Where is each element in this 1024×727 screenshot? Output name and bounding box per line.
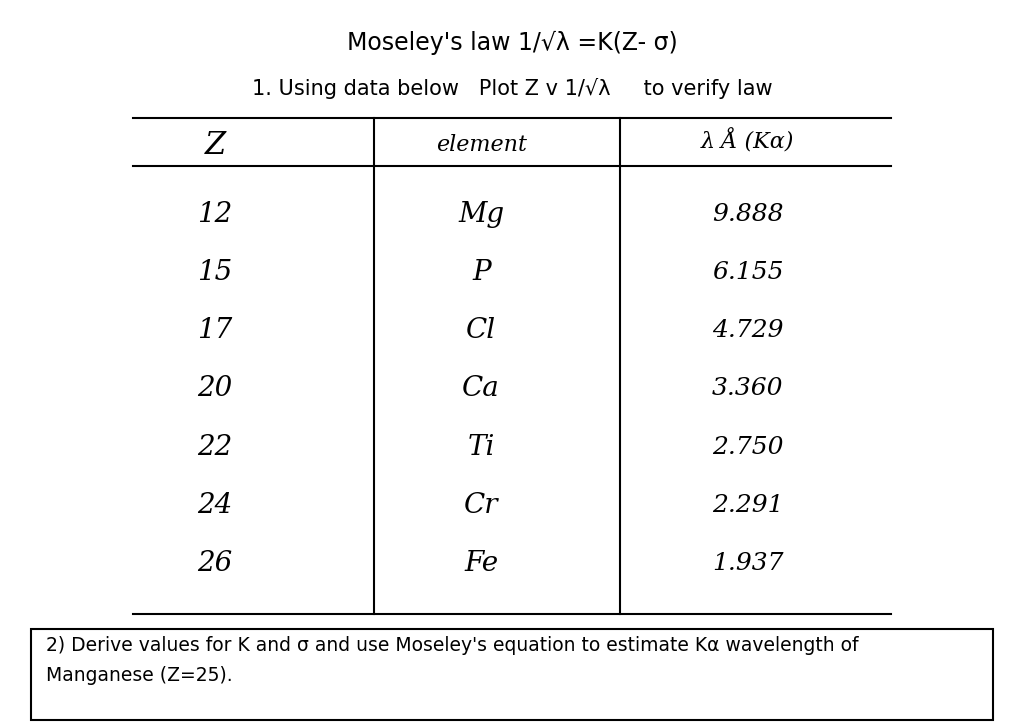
Text: 2.750: 2.750 (712, 435, 783, 459)
Text: Cl: Cl (466, 317, 497, 345)
Text: Ti: Ti (468, 433, 495, 461)
Text: P: P (472, 259, 490, 286)
Text: 9.888: 9.888 (712, 203, 783, 226)
Text: element: element (436, 134, 526, 156)
Text: 24: 24 (198, 491, 232, 519)
Text: Ca: Ca (463, 375, 500, 403)
Text: 26: 26 (198, 550, 232, 577)
Text: 4.729: 4.729 (712, 319, 783, 342)
Text: λ Å (Kα): λ Å (Kα) (700, 129, 795, 154)
Text: 20: 20 (198, 375, 232, 403)
Text: 12: 12 (198, 201, 232, 228)
Text: Moseley's law 1/√λ =K(Z- σ): Moseley's law 1/√λ =K(Z- σ) (347, 31, 677, 55)
Text: 2) Derive values for K and σ and use Moseley's equation to estimate Kα wavelengt: 2) Derive values for K and σ and use Mos… (46, 636, 858, 685)
Text: Cr: Cr (464, 491, 499, 519)
Text: 1. Using data below   Plot Z v 1/√λ     to verify law: 1. Using data below Plot Z v 1/√λ to ver… (252, 78, 772, 99)
Text: Z: Z (205, 130, 225, 161)
Text: Fe: Fe (464, 550, 499, 577)
Text: 3.360: 3.360 (712, 377, 783, 401)
Text: Mg: Mg (458, 201, 505, 228)
Text: 1.937: 1.937 (712, 552, 783, 575)
Text: 22: 22 (198, 433, 232, 461)
Text: 2.291: 2.291 (712, 494, 783, 517)
Text: 6.155: 6.155 (712, 261, 783, 284)
Text: 17: 17 (198, 317, 232, 345)
FancyBboxPatch shape (31, 629, 993, 720)
Text: 15: 15 (198, 259, 232, 286)
